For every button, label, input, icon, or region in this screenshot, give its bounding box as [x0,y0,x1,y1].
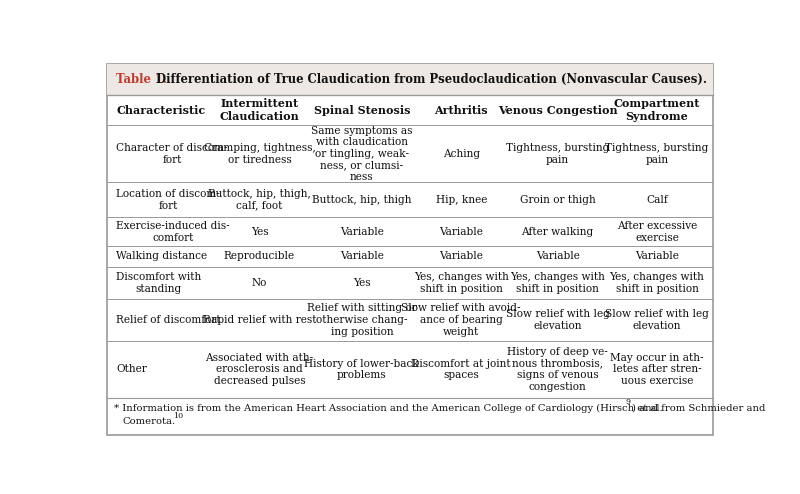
Text: Slow relief with avoid-
ance of bearing
weight: Slow relief with avoid- ance of bearing … [402,303,521,336]
Text: Variable: Variable [439,251,483,261]
Text: Compartment
Syndrome: Compartment Syndrome [614,98,700,122]
Bar [107,64,713,95]
Text: No: No [252,278,267,288]
Text: Location of discom-
fort: Location of discom- fort [116,189,220,211]
Text: Variable: Variable [536,251,579,261]
Text: Variable: Variable [635,251,679,261]
Text: Relief of discomfort: Relief of discomfort [116,315,221,325]
Text: Arthritis: Arthritis [434,105,488,116]
Text: History of deep ve-
nous thrombosis,
signs of venous
congestion: History of deep ve- nous thrombosis, sig… [507,347,608,392]
Text: Yes, changes with
shift in position: Yes, changes with shift in position [610,272,704,294]
Text: Groin or thigh: Groin or thigh [520,195,595,205]
Text: Character of discom-
fort: Character of discom- fort [116,143,228,165]
Text: Comerota.: Comerota. [122,417,175,426]
Text: Table 1.: Table 1. [116,73,167,86]
Text: After excessive
exercise: After excessive exercise [617,221,697,243]
Text: Venous Congestion: Venous Congestion [498,105,618,116]
Text: May occur in ath-
letes after stren-
uous exercise: May occur in ath- letes after stren- uou… [610,353,704,386]
Text: Slow relief with leg
elevation: Slow relief with leg elevation [506,309,610,331]
Text: Exercise-induced dis-
comfort: Exercise-induced dis- comfort [116,221,230,243]
Text: Characteristic: Characteristic [116,105,206,116]
Text: 10: 10 [173,412,183,420]
Text: Hip, knee: Hip, knee [435,195,487,205]
Text: Associated with ath-
erosclerosis and
decreased pulses: Associated with ath- erosclerosis and de… [206,353,314,386]
Text: Variable: Variable [340,251,384,261]
Text: Buttock, hip, thigh,
calf, foot: Buttock, hip, thigh, calf, foot [208,189,310,211]
Text: 9: 9 [625,398,630,407]
Text: Slow relief with leg
elevation: Slow relief with leg elevation [605,309,709,331]
Text: Discomfort with
standing: Discomfort with standing [116,272,202,294]
Text: After walking: After walking [522,227,594,237]
Text: Cramping, tightness,
or tiredness: Cramping, tightness, or tiredness [203,143,315,165]
Text: Reproducible: Reproducible [224,251,295,261]
Text: History of lower-back
problems: History of lower-back problems [304,359,419,380]
Text: Relief with sitting or
otherwise chang-
ing position: Relief with sitting or otherwise chang- … [307,303,417,336]
Text: Discomfort at joint
spaces: Discomfort at joint spaces [411,359,511,380]
Text: Buttock, hip, thigh: Buttock, hip, thigh [312,195,411,205]
Text: Aching: Aching [442,149,480,159]
Text: Yes, changes with
shift in position: Yes, changes with shift in position [414,272,509,294]
Text: Spinal Stenosis: Spinal Stenosis [314,105,410,116]
Text: Intermittent
Claudication: Intermittent Claudication [219,98,299,122]
Text: Differentiation of True Claudication from Pseudoclaudication (Nonvascular Causes: Differentiation of True Claudication fro… [152,73,707,86]
Text: Tightness, bursting
pain: Tightness, bursting pain [606,143,709,165]
Text: Rapid relief with rest: Rapid relief with rest [202,315,316,325]
Text: Yes, changes with
shift in position: Yes, changes with shift in position [510,272,605,294]
Text: Yes: Yes [353,278,370,288]
Text: * Information is from the American Heart Association and the American College of: * Information is from the American Heart… [114,404,662,413]
Text: Tightness, bursting
pain: Tightness, bursting pain [506,143,610,165]
Text: Walking distance: Walking distance [116,251,207,261]
Text: Calf: Calf [646,195,668,205]
Text: Other: Other [116,365,147,374]
Text: Variable: Variable [340,227,384,237]
Text: Variable: Variable [439,227,483,237]
Text: ) and from Schmieder and: ) and from Schmieder and [632,404,766,413]
Text: Same symptoms as
with claudication
or tingling, weak-
ness, or clumsi-
ness: Same symptoms as with claudication or ti… [311,125,413,182]
Text: Yes: Yes [250,227,268,237]
